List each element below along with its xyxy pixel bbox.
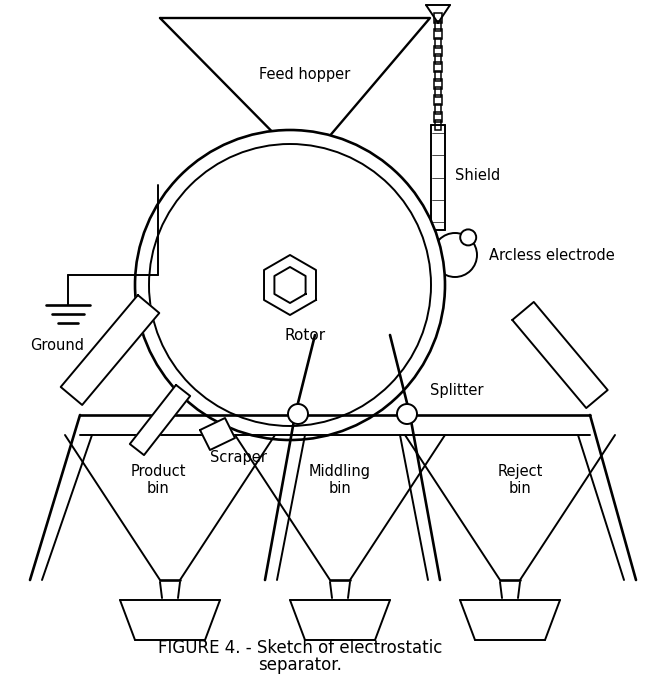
Bar — [434, 13, 442, 23]
Text: FIGURE 4. - Sketch of electrostatic: FIGURE 4. - Sketch of electrostatic — [158, 639, 442, 657]
Bar — [434, 79, 442, 89]
Circle shape — [149, 144, 431, 426]
Polygon shape — [130, 385, 190, 455]
Text: separator.: separator. — [258, 656, 342, 674]
Circle shape — [397, 404, 417, 424]
Bar — [435, 103, 441, 113]
Polygon shape — [61, 295, 159, 405]
Bar — [435, 120, 441, 130]
Bar — [434, 29, 442, 39]
Bar — [435, 38, 441, 48]
Circle shape — [433, 233, 477, 277]
Polygon shape — [512, 302, 607, 408]
Bar — [434, 46, 442, 56]
Bar — [435, 21, 441, 31]
Text: Feed hopper: Feed hopper — [259, 67, 350, 83]
Circle shape — [288, 404, 308, 424]
Bar — [434, 95, 442, 105]
Text: Rotor: Rotor — [284, 327, 326, 342]
Circle shape — [135, 130, 445, 440]
Bar — [434, 62, 442, 73]
Text: Scraper: Scraper — [210, 450, 267, 465]
Text: Ground: Ground — [30, 337, 84, 352]
Circle shape — [460, 230, 476, 245]
Text: Product
bin: Product bin — [131, 464, 186, 496]
Bar — [434, 112, 442, 122]
Bar — [435, 54, 441, 64]
Text: Splitter: Splitter — [430, 382, 484, 397]
Text: Middling
bin: Middling bin — [309, 464, 371, 496]
Text: Reject
bin: Reject bin — [498, 464, 543, 496]
Text: Shield: Shield — [455, 168, 500, 183]
Bar — [435, 87, 441, 97]
Text: Arcless electrode: Arcless electrode — [489, 248, 615, 263]
Bar — [435, 71, 441, 81]
Polygon shape — [200, 418, 235, 450]
